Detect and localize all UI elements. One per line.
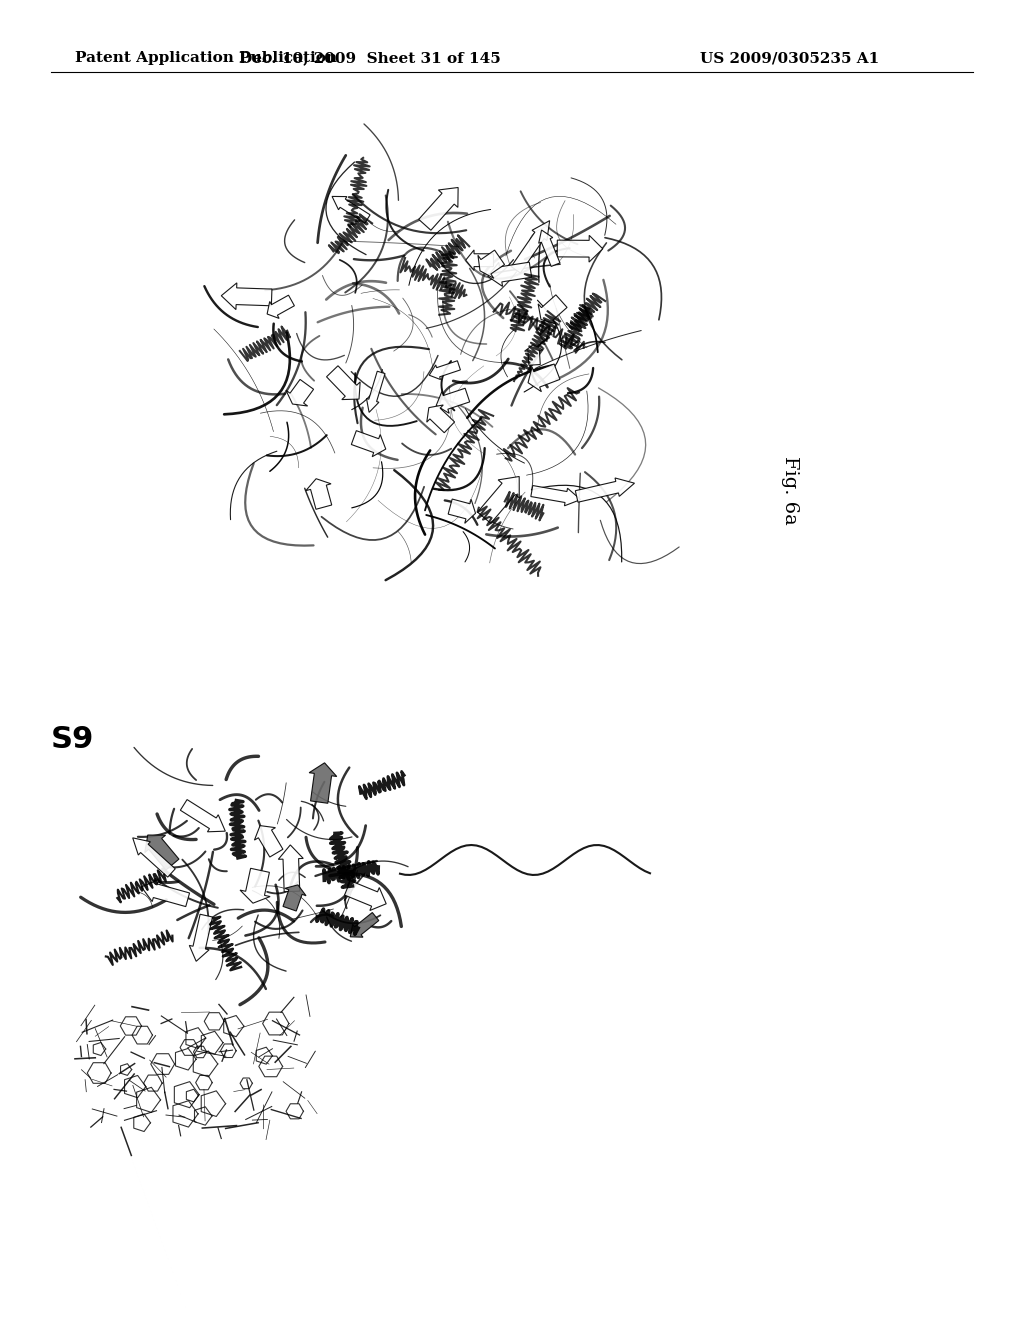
Polygon shape [350, 912, 379, 937]
Polygon shape [279, 845, 303, 892]
Polygon shape [267, 296, 295, 318]
Polygon shape [478, 249, 505, 279]
Polygon shape [524, 345, 543, 366]
Polygon shape [511, 220, 550, 273]
Polygon shape [351, 430, 386, 457]
Polygon shape [283, 884, 306, 911]
Polygon shape [539, 294, 567, 323]
Text: US 2009/0305235 A1: US 2009/0305235 A1 [700, 51, 880, 65]
Polygon shape [557, 235, 603, 263]
Polygon shape [327, 366, 360, 400]
Polygon shape [539, 230, 560, 267]
Polygon shape [332, 197, 370, 223]
Polygon shape [133, 838, 175, 876]
Polygon shape [436, 388, 470, 413]
Polygon shape [419, 187, 458, 230]
Text: Patent Application Publication: Patent Application Publication [75, 51, 337, 65]
Polygon shape [240, 869, 270, 903]
Polygon shape [286, 379, 313, 407]
Polygon shape [487, 263, 531, 286]
Polygon shape [306, 479, 332, 510]
Polygon shape [466, 249, 494, 271]
Polygon shape [528, 364, 560, 392]
Polygon shape [429, 360, 461, 380]
Polygon shape [221, 282, 272, 310]
Polygon shape [530, 486, 581, 506]
Polygon shape [180, 800, 225, 832]
Polygon shape [309, 763, 337, 804]
Polygon shape [189, 915, 213, 961]
Polygon shape [367, 371, 385, 412]
Polygon shape [427, 405, 455, 433]
Text: Fig. 6a: Fig. 6a [781, 455, 799, 524]
Polygon shape [141, 880, 189, 907]
Polygon shape [254, 825, 283, 857]
Polygon shape [575, 478, 635, 502]
Text: Dec. 10, 2009  Sheet 31 of 145: Dec. 10, 2009 Sheet 31 of 145 [240, 51, 501, 65]
Polygon shape [449, 499, 475, 523]
Text: S9: S9 [50, 726, 93, 755]
Polygon shape [344, 880, 386, 911]
Polygon shape [477, 477, 519, 523]
Polygon shape [144, 836, 179, 870]
